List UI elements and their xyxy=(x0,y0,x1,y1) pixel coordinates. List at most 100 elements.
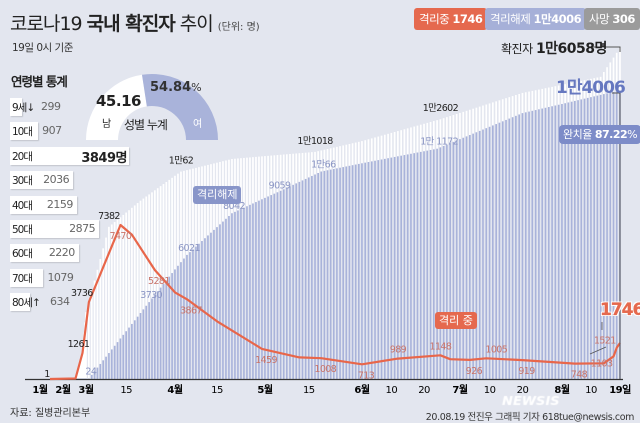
released-bar xyxy=(429,149,432,379)
confirmed-bar xyxy=(139,200,142,379)
released-bar xyxy=(357,163,360,379)
released-bar xyxy=(387,158,389,379)
released-bar xyxy=(423,151,425,379)
released-bar xyxy=(612,91,615,380)
released-bar xyxy=(580,99,583,380)
released-bar xyxy=(204,238,206,379)
released-bar xyxy=(128,327,130,379)
released-bar xyxy=(577,100,579,379)
released-bar xyxy=(609,92,612,379)
data-label: 1 xyxy=(44,369,50,380)
x-tick-label: 20 xyxy=(517,385,529,396)
released-bar xyxy=(276,192,279,379)
released-bar xyxy=(498,122,501,380)
released-bar xyxy=(105,356,107,379)
released-bar xyxy=(446,144,448,379)
confirmed-bar xyxy=(113,222,116,379)
released-bar xyxy=(452,141,455,379)
released-bar xyxy=(231,213,233,379)
released-bar xyxy=(524,112,527,379)
confirmed-bar xyxy=(151,192,153,379)
released-bar xyxy=(243,207,245,379)
x-tick-label: 15 xyxy=(211,385,223,396)
released-bar xyxy=(511,117,514,380)
released-bar xyxy=(139,313,142,379)
released-bar xyxy=(102,360,105,379)
released-bar xyxy=(195,246,197,379)
released-bar xyxy=(292,184,294,379)
released-bar xyxy=(156,291,159,379)
x-tick-label: 15 xyxy=(303,385,315,396)
legend-released-badge: 격리해제 1만4006 xyxy=(485,8,587,30)
confirmed-bar xyxy=(122,214,125,379)
released-bar xyxy=(131,323,133,379)
age-value: 1079 xyxy=(47,270,74,284)
released-bars xyxy=(49,90,621,380)
released-bar xyxy=(442,145,445,379)
released-bar xyxy=(240,209,242,379)
female-label: 여 xyxy=(193,119,203,130)
confirmed-bar xyxy=(82,342,85,379)
confirmed-bar xyxy=(83,332,86,379)
confirmed-bar xyxy=(148,194,150,379)
confirmed-bar xyxy=(142,198,145,379)
released-bar xyxy=(317,172,319,379)
released-bar xyxy=(551,106,553,380)
data-label: 7382 xyxy=(98,211,120,222)
x-tick-label: 7월 xyxy=(452,384,467,396)
released-bar xyxy=(515,115,517,379)
released-bar xyxy=(459,139,461,379)
data-label: 3730 xyxy=(140,290,162,301)
released-bar xyxy=(538,109,540,379)
released-bar xyxy=(475,132,478,379)
released-bar xyxy=(234,211,236,379)
confirmed-bar xyxy=(116,219,119,379)
male-arc xyxy=(86,74,147,140)
released-bar xyxy=(602,94,605,379)
released-bar xyxy=(252,203,254,379)
x-tick-label: 10 xyxy=(386,385,398,396)
released-bar xyxy=(282,189,285,379)
age-label: 70대 xyxy=(12,272,33,285)
released-bar xyxy=(413,153,416,379)
released-bar xyxy=(590,97,592,379)
released-bar xyxy=(189,252,191,379)
confirmed-bar xyxy=(156,188,159,379)
released-bar xyxy=(108,353,110,379)
released-bar xyxy=(258,200,260,379)
released-bar xyxy=(219,224,221,379)
released-bar xyxy=(377,160,380,379)
data-label: 989 xyxy=(390,345,407,356)
released-bar xyxy=(599,94,602,380)
confirmed-bar xyxy=(96,269,99,379)
total-confirmed: 확진자 1만6058명 xyxy=(501,41,607,57)
released-bar xyxy=(492,125,494,379)
data-label: 3867 xyxy=(180,305,202,316)
confirmed-bar xyxy=(87,301,90,379)
released-bar xyxy=(380,159,383,379)
released-bar xyxy=(96,367,99,379)
released-tag: 격리해제 xyxy=(193,186,242,204)
age-bar xyxy=(10,171,74,190)
released-bar xyxy=(342,167,345,379)
released-bar xyxy=(270,195,273,379)
released-bar xyxy=(210,232,212,379)
data-label: 1103 xyxy=(591,358,613,369)
confirmed-bar xyxy=(85,312,87,379)
confirmed-bar xyxy=(110,224,113,379)
subtitle: 19일 0시 기준 xyxy=(12,42,73,54)
released-bar xyxy=(488,126,491,379)
confirmed-bar xyxy=(80,356,83,379)
age-label: 40대 xyxy=(12,199,33,212)
gender-donut xyxy=(86,74,218,140)
confirmed-bar xyxy=(162,184,165,379)
released-bar xyxy=(472,133,474,379)
data-label: 1만1018 xyxy=(297,136,333,147)
female-arc xyxy=(142,74,218,140)
age-value: 907 xyxy=(42,124,62,138)
released-bar xyxy=(478,130,481,379)
released-bar xyxy=(505,119,507,379)
released-bar xyxy=(383,158,386,379)
confirmed-bar xyxy=(77,368,79,379)
